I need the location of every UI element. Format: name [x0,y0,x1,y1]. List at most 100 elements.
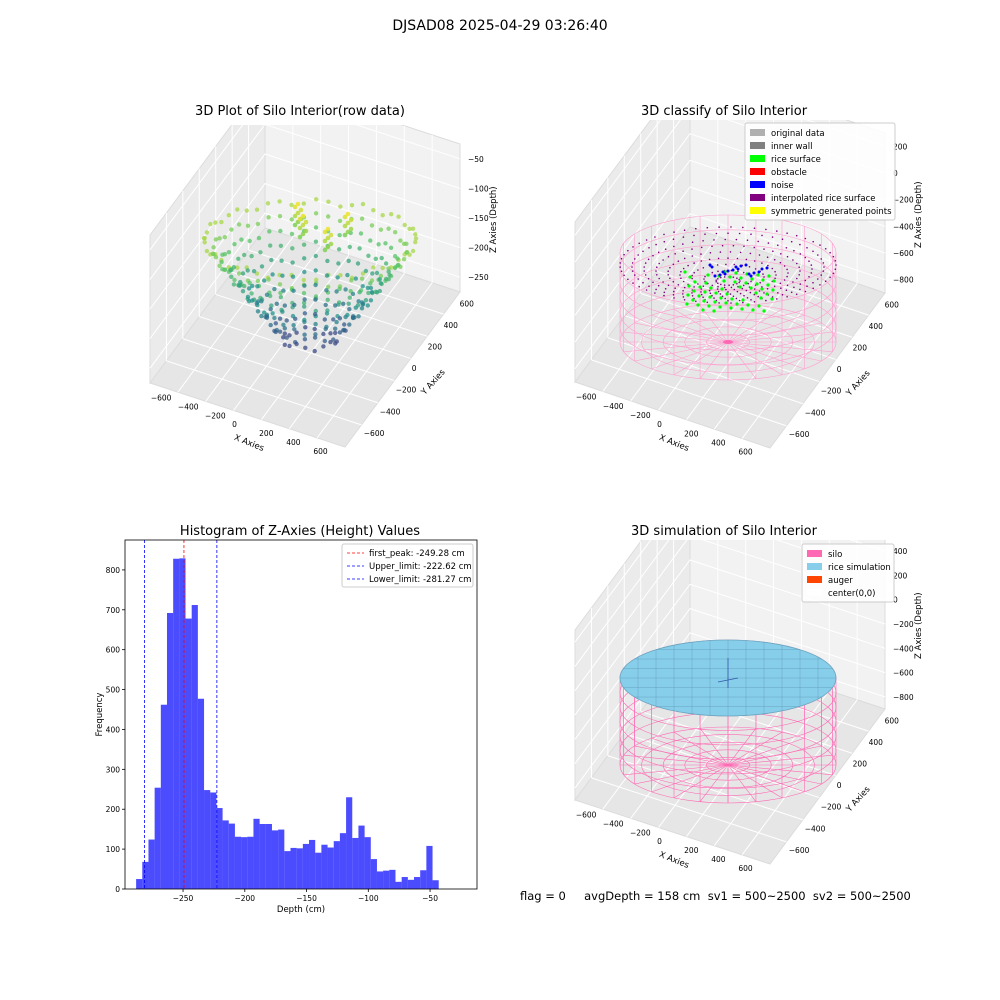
classify-point-rice [772,279,776,283]
classify-point-interpolated [672,263,675,266]
raw-point [345,220,351,226]
raw-point [402,222,407,228]
raw-point [322,317,327,322]
classify-point-interpolated [683,229,686,231]
classify-point-interpolated [737,270,739,273]
raw-point [301,300,307,306]
raw-point [321,344,326,349]
raw-point [298,207,304,213]
raw-z-tick-label: −150 [468,214,489,223]
classify-grid-line [741,283,858,439]
sim-z-tick-label: −400 [893,644,914,653]
raw-point [401,257,407,262]
classify-point-interpolated [763,248,765,250]
classify-point-rice [735,302,739,306]
histogram-bar [352,837,359,889]
raw-point [222,235,227,240]
classify-point-interpolated [810,272,813,274]
histogram-bar [197,698,205,889]
classify-point-interpolated [687,264,689,267]
sim-y-tick-label: −600 [789,846,810,855]
classify-point-interpolated [759,281,761,284]
raw-point [204,230,210,235]
classify-point-interpolated [677,260,680,262]
classify-legend-swatch [750,129,765,136]
raw-z-axis-label: Z Axies (Depth) [489,186,499,253]
classify-point-interpolated [804,256,807,259]
raw-point [302,297,307,302]
classify-legend: original data inner wall rice surface obsta… [744,122,896,221]
raw-point [245,268,250,273]
classify-point-interpolated [777,292,779,294]
raw-point [353,305,358,310]
raw-point [383,276,389,282]
classify-legend-frame [744,122,896,221]
classify-point-interpolated [682,280,685,283]
classify-point-interpolated [766,256,769,258]
classify-point-interpolated [674,287,676,289]
classify-point-interpolated [799,253,802,255]
classify-grid-line [602,236,719,392]
classify-point-noise [744,263,748,267]
raw-point [220,267,225,272]
classify-point-interpolated [824,280,827,282]
classify-point-rice [771,288,775,292]
raw-point [258,250,263,255]
raw-point [265,201,271,206]
histogram-bar [333,841,340,889]
classify-point-interpolated [819,284,821,286]
raw-point [388,245,394,250]
classify-point-interpolated [792,281,794,283]
histogram-bar [346,797,353,889]
classify-y-tick-label: 400 [869,322,884,331]
classify-point-interpolated [820,274,822,276]
classify-point-interpolated [761,262,763,264]
raw-point [325,244,331,250]
classify-point-rice [757,304,761,308]
classify-silo-floor-spoke [699,305,729,343]
raw-point [328,339,333,345]
classify-z-axis-label: Z Axies (Depth) [914,181,924,248]
sim-legend-frame [801,543,895,603]
raw-point [359,276,365,281]
classify-point-interpolated [673,297,675,299]
classify-point-interpolated [655,288,657,291]
raw-point [266,277,271,282]
raw-point [336,247,342,252]
histogram-bar [278,829,285,889]
histogram-bar [383,870,390,889]
classify-point-interpolated [754,268,757,270]
classify-point-interpolated [724,238,726,241]
raw-point [324,273,330,278]
histogram-bar [265,823,272,889]
raw-point [229,227,234,232]
classify-legend-label: inner wall [771,142,812,152]
raw-x-tick-label: 0 [232,420,237,429]
raw-point [264,314,270,319]
raw-point [302,319,307,325]
raw-point [292,204,298,210]
classify-legend-label: interpolated rice surface [771,194,876,204]
classify-point-interpolated [657,284,660,287]
histogram-bar [191,605,198,889]
classify-point-interpolated [750,233,752,235]
histogram-y-tick-label: 300 [106,765,121,774]
sim-legend-label: auger [828,576,853,586]
histogram-bar [339,833,347,889]
raw-point [208,221,213,227]
sim-grid-line [574,540,886,643]
classify-point-interpolated [623,274,625,277]
classify-silo-floor-spoke [673,308,729,343]
raw-point [259,299,264,304]
classify-point-interpolated [652,254,654,257]
classify-point-noise [757,270,761,274]
classify-point-interpolated [691,292,693,294]
classify-point-interpolated [750,299,752,301]
classify-point-interpolated [824,248,827,250]
raw-point [325,235,331,241]
raw-point [366,290,371,296]
raw-point [373,256,378,261]
raw-point [297,216,303,222]
raw-point [302,332,307,337]
histogram-bar [173,558,180,889]
